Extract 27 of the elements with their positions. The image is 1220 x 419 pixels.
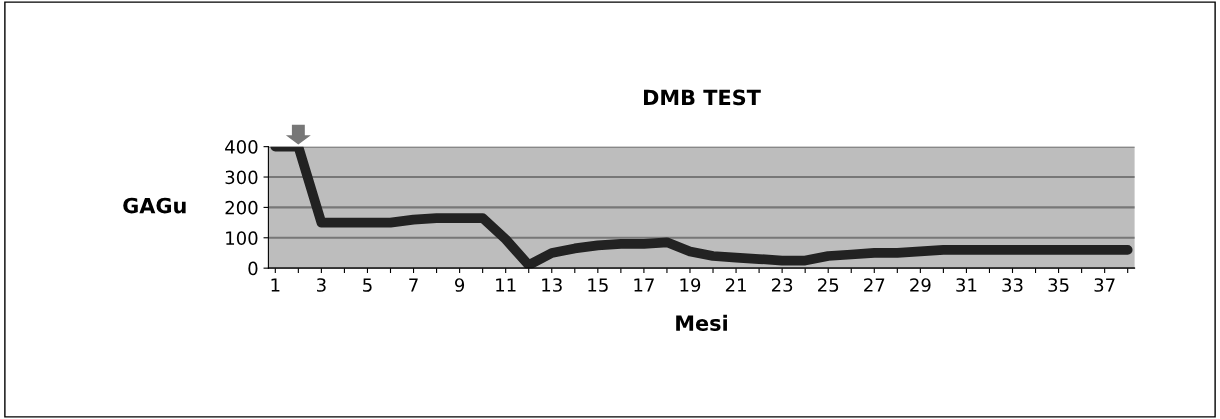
y-tick-label: 200 — [225, 200, 258, 215]
y-tick-label: 100 — [226, 231, 258, 245]
x-tick-label: 13 — [542, 278, 562, 292]
x-tick-label: 37 — [1094, 278, 1115, 292]
x-tick-label: 31 — [956, 278, 977, 292]
x-tick-label: 1 — [271, 278, 280, 292]
x-tick-label: 9 — [455, 278, 465, 292]
x-tick-label: 11 — [496, 278, 516, 292]
x-tick-label: 33 — [1002, 278, 1023, 292]
x-tick-label: 19 — [680, 278, 701, 292]
x-tick-label: 23 — [771, 278, 793, 292]
x-tick-label: 3 — [317, 278, 326, 292]
x-tick-label: 27 — [864, 278, 885, 292]
x-axis-title: Mesi — [676, 314, 727, 331]
x-tick-label: 5 — [363, 278, 372, 292]
x-tick-label: 21 — [725, 278, 746, 292]
y-tick-label: 400 — [225, 140, 258, 154]
x-tick-label: 7 — [409, 278, 418, 292]
x-tick-label: 35 — [1048, 278, 1069, 292]
chart-title: DMB TEST — [644, 89, 761, 106]
y-tick-label: 0 — [248, 261, 258, 276]
x-tick-label: 15 — [588, 278, 608, 292]
x-tick-label: 29 — [910, 278, 931, 292]
x-tick-label: 17 — [634, 278, 654, 292]
y-axis-title: GAGu — [123, 197, 186, 214]
x-tick-label: 25 — [818, 278, 839, 292]
y-tick-label: 300 — [225, 170, 258, 185]
